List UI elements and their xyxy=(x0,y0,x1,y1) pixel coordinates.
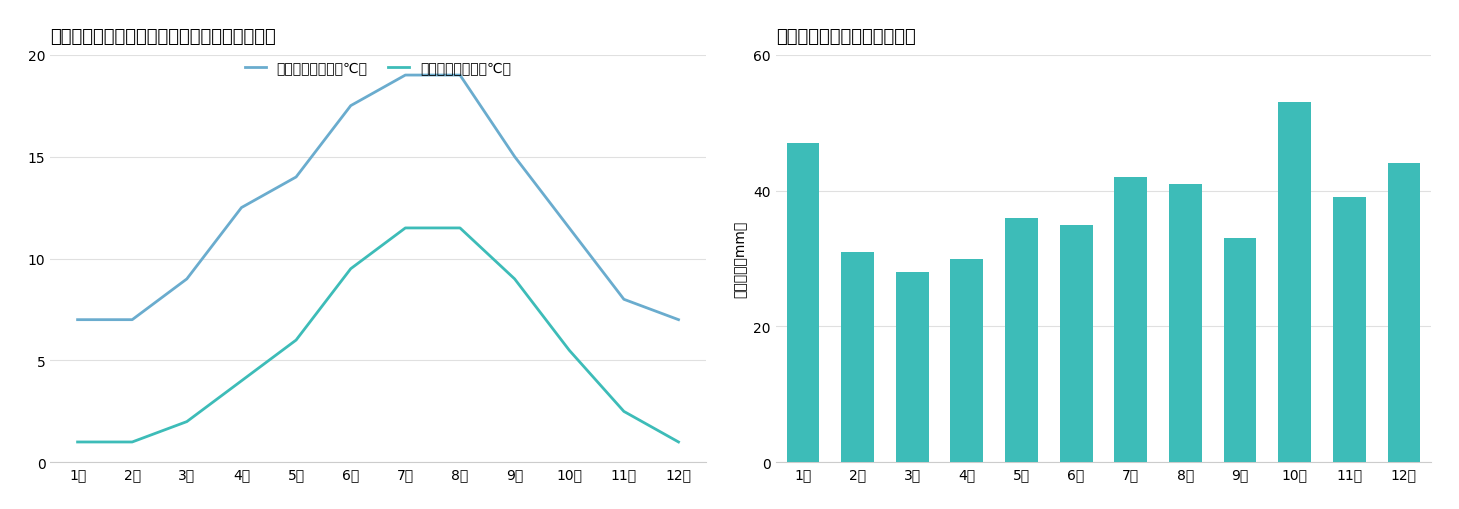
Text: 【エディンバラ】平均最高気温・平均最低気温: 【エディンバラ】平均最高気温・平均最低気温 xyxy=(50,27,276,46)
Line: 月平均最高気温（℃）: 月平均最高気温（℃） xyxy=(77,76,678,320)
Bar xyxy=(1115,178,1147,463)
Bar xyxy=(896,272,928,463)
月平均最高気温（℃） xyxy=(451,73,468,79)
月平均最低気温（℃） xyxy=(178,419,196,425)
月平均最低気温（℃） xyxy=(124,439,142,445)
Y-axis label: 月降水量（mm）: 月降水量（mm） xyxy=(734,220,747,298)
月平均最高気温（℃） xyxy=(178,276,196,282)
月平均最低気温（℃） xyxy=(560,348,578,354)
Text: 【エディンバラ】平均降水量: 【エディンバラ】平均降水量 xyxy=(776,27,915,46)
月平均最低気温（℃） xyxy=(616,409,633,415)
月平均最低気温（℃） xyxy=(670,439,687,445)
Bar xyxy=(950,259,983,463)
月平均最低気温（℃） xyxy=(341,266,359,272)
Bar xyxy=(1334,198,1366,463)
Bar xyxy=(1224,239,1256,463)
月平均最低気温（℃） xyxy=(451,225,468,232)
Bar xyxy=(1005,218,1037,463)
月平均最低気温（℃） xyxy=(506,276,524,282)
Bar xyxy=(842,252,874,463)
Line: 月平均最低気温（℃）: 月平均最低気温（℃） xyxy=(77,229,678,442)
月平均最低気温（℃） xyxy=(233,378,251,384)
月平均最高気温（℃） xyxy=(670,317,687,323)
月平均最低気温（℃） xyxy=(69,439,86,445)
月平均最低気温（℃） xyxy=(397,225,414,232)
Bar xyxy=(1278,103,1312,463)
月平均最高気温（℃） xyxy=(233,205,251,211)
月平均最高気温（℃） xyxy=(506,154,524,160)
月平均最高気温（℃） xyxy=(397,73,414,79)
Bar xyxy=(1169,184,1202,463)
月平均最高気温（℃） xyxy=(560,225,578,232)
Bar xyxy=(1388,164,1420,463)
月平均最高気温（℃） xyxy=(69,317,86,323)
月平均最高気温（℃） xyxy=(616,297,633,303)
Bar xyxy=(786,144,820,463)
Legend: 月平均最高気温（℃）, 月平均最低気温（℃）: 月平均最高気温（℃）, 月平均最低気温（℃） xyxy=(238,54,518,82)
月平均最低気温（℃） xyxy=(287,337,305,344)
Bar xyxy=(1059,225,1093,463)
月平均最高気温（℃） xyxy=(341,103,359,109)
月平均最高気温（℃） xyxy=(287,175,305,181)
月平均最高気温（℃） xyxy=(124,317,142,323)
